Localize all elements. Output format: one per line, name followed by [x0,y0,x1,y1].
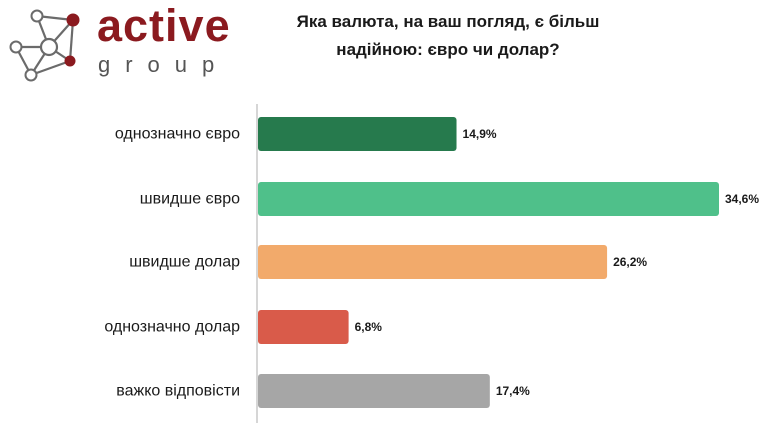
category-label: однозначно долар [104,319,240,336]
bar [258,182,719,216]
bar [258,245,608,279]
category-label: однозначно євро [115,126,240,143]
chart-title-line-2: надійною: євро чи долар? [336,40,560,59]
bar [258,117,457,151]
value-label: 26,2% [613,255,647,269]
value-label: 34,6% [725,192,759,206]
category-label: швидше долар [129,254,240,271]
category-label: важко відповісти [116,383,240,400]
bar [258,310,349,344]
chart-title-line-1: Яка валюта, на ваш погляд, є більш [296,12,600,31]
value-label: 14,9% [463,127,497,141]
value-label: 6,8% [355,320,383,334]
value-label: 17,4% [496,384,530,398]
active-group-logo [9,9,80,82]
logo-sub-text: group [98,52,230,77]
bar [258,374,490,408]
chart-title: Яка валюта, на ваш погляд, є більш надій… [248,8,648,64]
logo-brand-text: active [97,0,231,51]
category-label: швидше євро [140,191,240,208]
